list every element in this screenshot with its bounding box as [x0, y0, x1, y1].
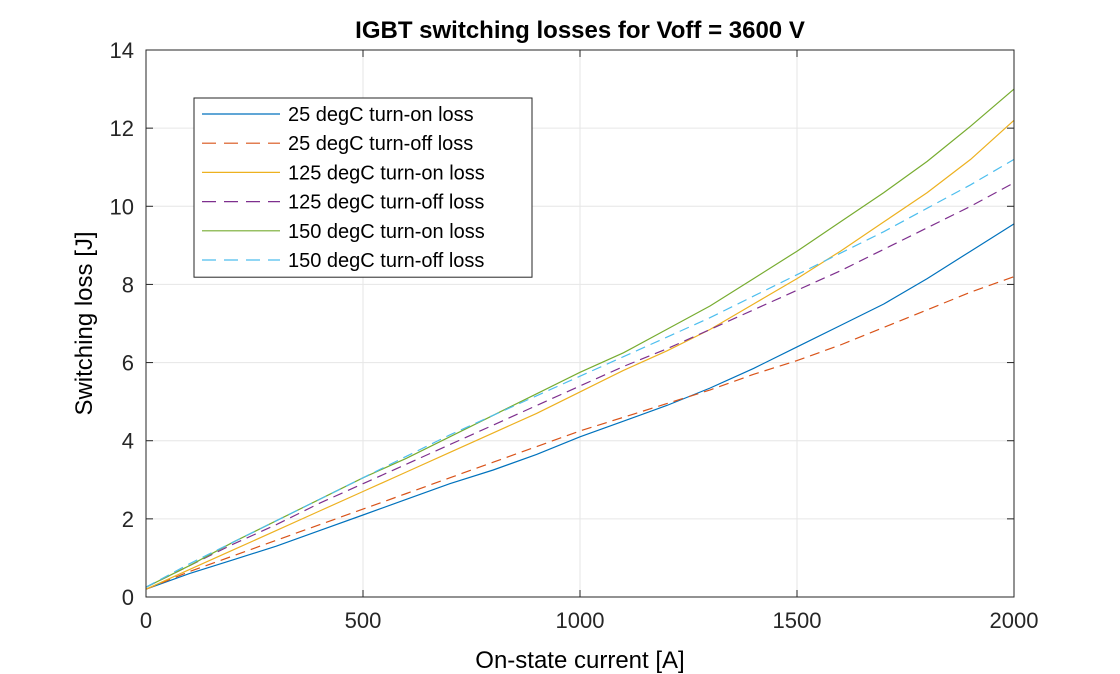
- legend-box: [193, 97, 533, 278]
- legend-entry-label: 25 degC turn-off loss: [288, 133, 473, 155]
- x-tick-label: 500: [345, 608, 382, 633]
- x-tick-label: 1500: [773, 608, 822, 633]
- y-axis-label: Switching loss [J]: [71, 231, 98, 415]
- y-tick-label: 6: [122, 351, 134, 376]
- legend: 25 degC turn-on loss 25 degC turn-off los…: [193, 97, 533, 278]
- y-tick-label: 0: [122, 585, 134, 610]
- y-tick-label: 4: [122, 429, 134, 454]
- y-tick-label: 10: [110, 194, 134, 219]
- axis-ticks: 0 500 1000 1500 2000 0 2 4 6 8 10 12 14: [110, 38, 1039, 633]
- chart-title: IGBT switching losses for Voff = 3600 V: [355, 17, 805, 44]
- x-tick-label: 2000: [990, 608, 1039, 633]
- x-tick-label: 0: [140, 608, 152, 633]
- series-line-4: [145, 182, 1015, 588]
- legend-entry-label: 150 degC turn-on loss: [288, 221, 485, 243]
- x-axis-label: On-state current [A]: [475, 647, 684, 674]
- legend-entry-label: 150 degC turn-off loss: [288, 250, 484, 272]
- x-tick-label: 1000: [556, 608, 605, 633]
- legend-entry-label: 25 degC turn-on loss: [288, 104, 474, 126]
- y-tick-label: 2: [122, 507, 134, 532]
- series-line-6: [145, 158, 1015, 588]
- legend-entry-label: 125 degC turn-off loss: [288, 192, 484, 214]
- series-line-3: [145, 119, 1015, 590]
- y-tick-label: 14: [110, 38, 134, 63]
- series-line-1: [145, 223, 1015, 590]
- legend-entry-label: 125 degC turn-on loss: [288, 162, 485, 184]
- y-tick-label: 12: [110, 116, 134, 141]
- plot-series: [145, 88, 1015, 590]
- y-tick-label: 8: [122, 272, 134, 297]
